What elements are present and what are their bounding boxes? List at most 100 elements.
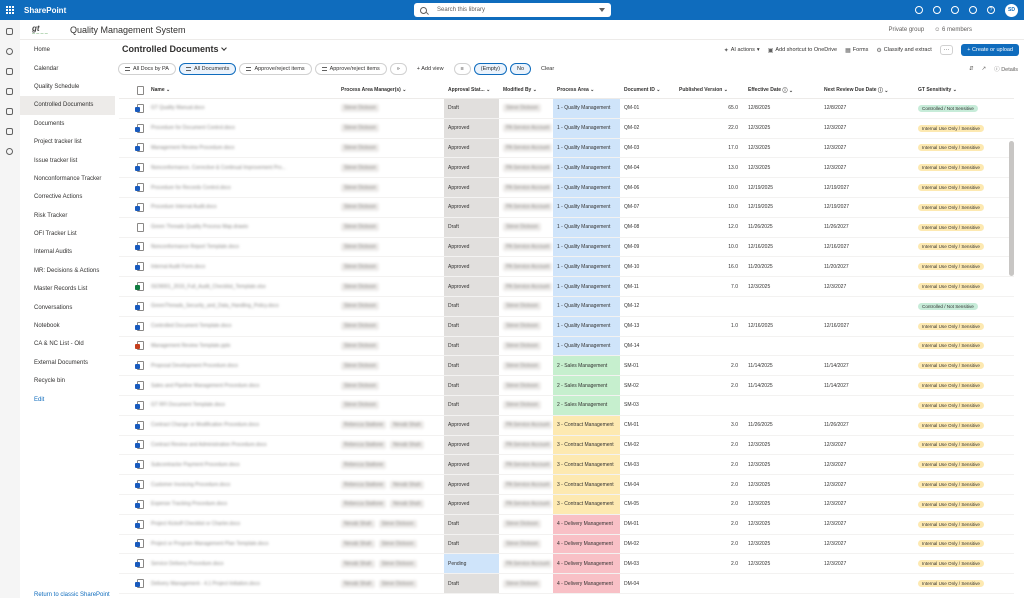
row-checkbox[interactable] bbox=[119, 317, 133, 336]
megaphone-icon[interactable] bbox=[933, 6, 941, 14]
file-name[interactable]: Procedure for Document Control.docx bbox=[151, 125, 235, 132]
table-row[interactable]: GT RFI Document Template.docx Steve Dicks… bbox=[119, 395, 1014, 416]
create-icon[interactable] bbox=[6, 148, 13, 155]
file-name-cell[interactable]: GT RFI Document Template.docx bbox=[147, 396, 337, 415]
table-row[interactable]: Management Review Template.pptx Steve Dic… bbox=[119, 336, 1014, 357]
file-name-cell[interactable]: Management Review Procedure.docx bbox=[147, 139, 337, 158]
nav-item-project-tracker-list[interactable]: Project tracker list bbox=[34, 139, 82, 146]
file-name-cell[interactable]: Nonconformance Report Template.docx bbox=[147, 238, 337, 257]
row-checkbox[interactable] bbox=[119, 515, 133, 534]
file-name[interactable]: Delivery Management - 4.1 Project Initia… bbox=[151, 580, 260, 587]
view-approve-reject-2[interactable]: Approve/reject items bbox=[314, 63, 387, 75]
column-header-effective-date[interactable]: Effective Date ⓘ ⌄ bbox=[748, 87, 794, 94]
file-name[interactable]: Nonconformance Report Template.docx bbox=[151, 243, 240, 250]
file-name[interactable]: Nonconformance, Corrective & Continual I… bbox=[151, 164, 286, 171]
row-checkbox[interactable] bbox=[119, 337, 133, 356]
table-row[interactable]: Subcontractor Payment Procedure.docx Rebe… bbox=[119, 455, 1014, 476]
table-row[interactable]: ISO9001_2015_Full_Audit_Checklist_Templa… bbox=[119, 277, 1014, 297]
file-name-cell[interactable]: GreenThreads_Security_and_Data_Handling_… bbox=[147, 297, 337, 316]
file-name[interactable]: GT Quality Manual.docx bbox=[151, 105, 205, 112]
nav-item-external-documents[interactable]: External Documents bbox=[34, 359, 89, 366]
column-header-next-review[interactable]: Next Review Due Date ⓘ ⌄ bbox=[824, 87, 889, 94]
nav-item-nonconformance-tracker[interactable]: Nonconformance Tracker bbox=[34, 175, 102, 182]
filter-pane-button[interactable]: ≡ bbox=[453, 63, 471, 75]
file-name[interactable]: Procedure for Records Control.docx bbox=[151, 184, 231, 191]
nav-item-documents[interactable]: Documents bbox=[34, 120, 65, 127]
table-row[interactable]: Project Kickoff Checklist or Charter.doc… bbox=[119, 514, 1014, 535]
expand-icon[interactable]: ↗ bbox=[981, 66, 987, 72]
file-name[interactable]: GreenThreads_Security_and_Data_Handling_… bbox=[151, 303, 279, 310]
forms-button[interactable]: ▦ Forms bbox=[845, 47, 868, 54]
row-checkbox[interactable] bbox=[119, 554, 133, 573]
chat-icon[interactable] bbox=[6, 68, 13, 75]
create-upload-button[interactable]: + Create or upload bbox=[961, 44, 1019, 56]
sort-options-icon[interactable]: ⇵ bbox=[968, 66, 974, 72]
file-name[interactable]: Contract Change or Modification Procedur… bbox=[151, 422, 260, 429]
file-name-cell[interactable]: Service Delivery Procedure.docx bbox=[147, 554, 337, 573]
file-name[interactable]: Green Threads Quality Process Map.drawio bbox=[151, 224, 249, 231]
file-name[interactable]: Internal Audit Form.docx bbox=[151, 263, 206, 270]
nav-item-internal-audits[interactable]: Internal Audits bbox=[34, 249, 73, 256]
table-row[interactable]: Procedure for Records Control.docx Steve … bbox=[119, 178, 1014, 198]
table-row[interactable]: Customer Invoicing Procedure.docx Rebecca… bbox=[119, 475, 1014, 495]
help-icon[interactable]: ? bbox=[987, 6, 995, 14]
nav-item-ca-nc-list-old[interactable]: CA & NC List - Old bbox=[34, 341, 84, 348]
table-row[interactable]: Nonconformance, Corrective & Continual I… bbox=[119, 158, 1014, 179]
table-row[interactable]: GreenThreads_Security_and_Data_Handling_… bbox=[119, 296, 1014, 317]
table-row[interactable]: Procedure Internal Audit.docx Steve Dicks… bbox=[119, 197, 1014, 218]
row-checkbox[interactable] bbox=[119, 178, 133, 197]
file-name-cell[interactable]: Subcontractor Payment Procedure.docx bbox=[147, 455, 337, 474]
row-checkbox[interactable] bbox=[119, 475, 133, 494]
site-logo[interactable]: gt — — — — bbox=[32, 24, 48, 35]
column-header-published-version[interactable]: Published Version ⌄ bbox=[679, 87, 728, 93]
file-type-header[interactable] bbox=[133, 82, 147, 98]
nav-item-controlled-documents[interactable]: Controlled Documents bbox=[20, 96, 115, 115]
search-input[interactable]: Search this library bbox=[414, 3, 611, 17]
file-name-cell[interactable]: Controlled Document Template.docx bbox=[147, 317, 337, 336]
add-shortcut-button[interactable]: ▣ Add shortcut to OneDrive bbox=[768, 47, 837, 54]
nav-item-conversations[interactable]: Conversations bbox=[34, 304, 73, 311]
file-name[interactable]: Proposal Development Procedure.docx bbox=[151, 362, 238, 369]
members-button[interactable]: ☺ 6 members bbox=[934, 27, 972, 33]
view-all-docs-by-pa[interactable]: All Docs by PA bbox=[118, 63, 176, 75]
file-name-cell[interactable]: Project Kickoff Checklist or Charter.doc… bbox=[147, 515, 337, 534]
file-name[interactable]: Contract Review and Administration Proce… bbox=[151, 441, 267, 448]
column-header-process-area[interactable]: Process Area ⌄ bbox=[557, 87, 595, 93]
table-row[interactable]: Contract Change or Modification Procedur… bbox=[119, 415, 1014, 436]
table-row[interactable]: Controlled Document Template.docx Steve D… bbox=[119, 316, 1014, 337]
file-name[interactable]: Project or Program Management Plan Templ… bbox=[151, 540, 269, 547]
nav-item-risk-tracker[interactable]: Risk Tracker bbox=[34, 212, 68, 219]
globe-icon[interactable] bbox=[6, 48, 13, 55]
file-name[interactable]: GT RFI Document Template.docx bbox=[151, 402, 226, 409]
row-checkbox[interactable] bbox=[119, 376, 133, 395]
row-checkbox[interactable] bbox=[119, 356, 133, 375]
ai-actions-button[interactable]: ✦ AI actions ▾ bbox=[723, 47, 760, 54]
file-name[interactable]: Sales and Pipeline Management Procedure.… bbox=[151, 382, 260, 389]
home-icon[interactable] bbox=[6, 28, 13, 35]
view-approve-reject-1[interactable]: Approve/reject items bbox=[239, 63, 312, 75]
select-all-checkbox[interactable] bbox=[119, 82, 133, 98]
row-checkbox[interactable] bbox=[119, 436, 133, 455]
row-checkbox[interactable] bbox=[119, 535, 133, 554]
file-name[interactable]: Controlled Document Template.docx bbox=[151, 323, 232, 330]
table-row[interactable]: Sales and Pipeline Management Procedure.… bbox=[119, 376, 1014, 396]
column-header-name[interactable]: Name ⌄ bbox=[151, 87, 171, 93]
document-icon[interactable] bbox=[6, 88, 13, 95]
column-header-sensitivity[interactable]: GT Sensitivity ⌄ bbox=[918, 87, 957, 93]
file-name-cell[interactable]: Management Review Template.pptx bbox=[147, 337, 337, 356]
add-view-button[interactable]: + Add view bbox=[409, 63, 451, 75]
table-row[interactable]: Proposal Development Procedure.docx Steve… bbox=[119, 356, 1014, 377]
nav-item-ofi-tracker-list[interactable]: OFI Tracker List bbox=[34, 231, 77, 238]
news-icon[interactable] bbox=[6, 128, 13, 135]
file-name-cell[interactable]: Delivery Management - 4.1 Project Initia… bbox=[147, 574, 337, 593]
file-name-cell[interactable]: ISO9001_2015_Full_Audit_Checklist_Templa… bbox=[147, 277, 337, 296]
view-all-documents[interactable]: All Documents bbox=[178, 63, 237, 75]
row-checkbox[interactable] bbox=[119, 257, 133, 276]
file-name-cell[interactable]: Procedure for Document Control.docx bbox=[147, 119, 337, 138]
table-row[interactable]: Green Threads Quality Process Map.drawio… bbox=[119, 217, 1014, 238]
file-name-cell[interactable]: Procedure Internal Audit.docx bbox=[147, 198, 337, 217]
nav-item-calendar[interactable]: Calendar bbox=[34, 65, 59, 72]
table-row[interactable]: Internal Audit Form.docx Steve Dickson App… bbox=[119, 257, 1014, 278]
column-header-document-id[interactable]: Document ID ⌄ bbox=[624, 87, 661, 93]
filter-chip-no[interactable]: No bbox=[510, 63, 532, 75]
